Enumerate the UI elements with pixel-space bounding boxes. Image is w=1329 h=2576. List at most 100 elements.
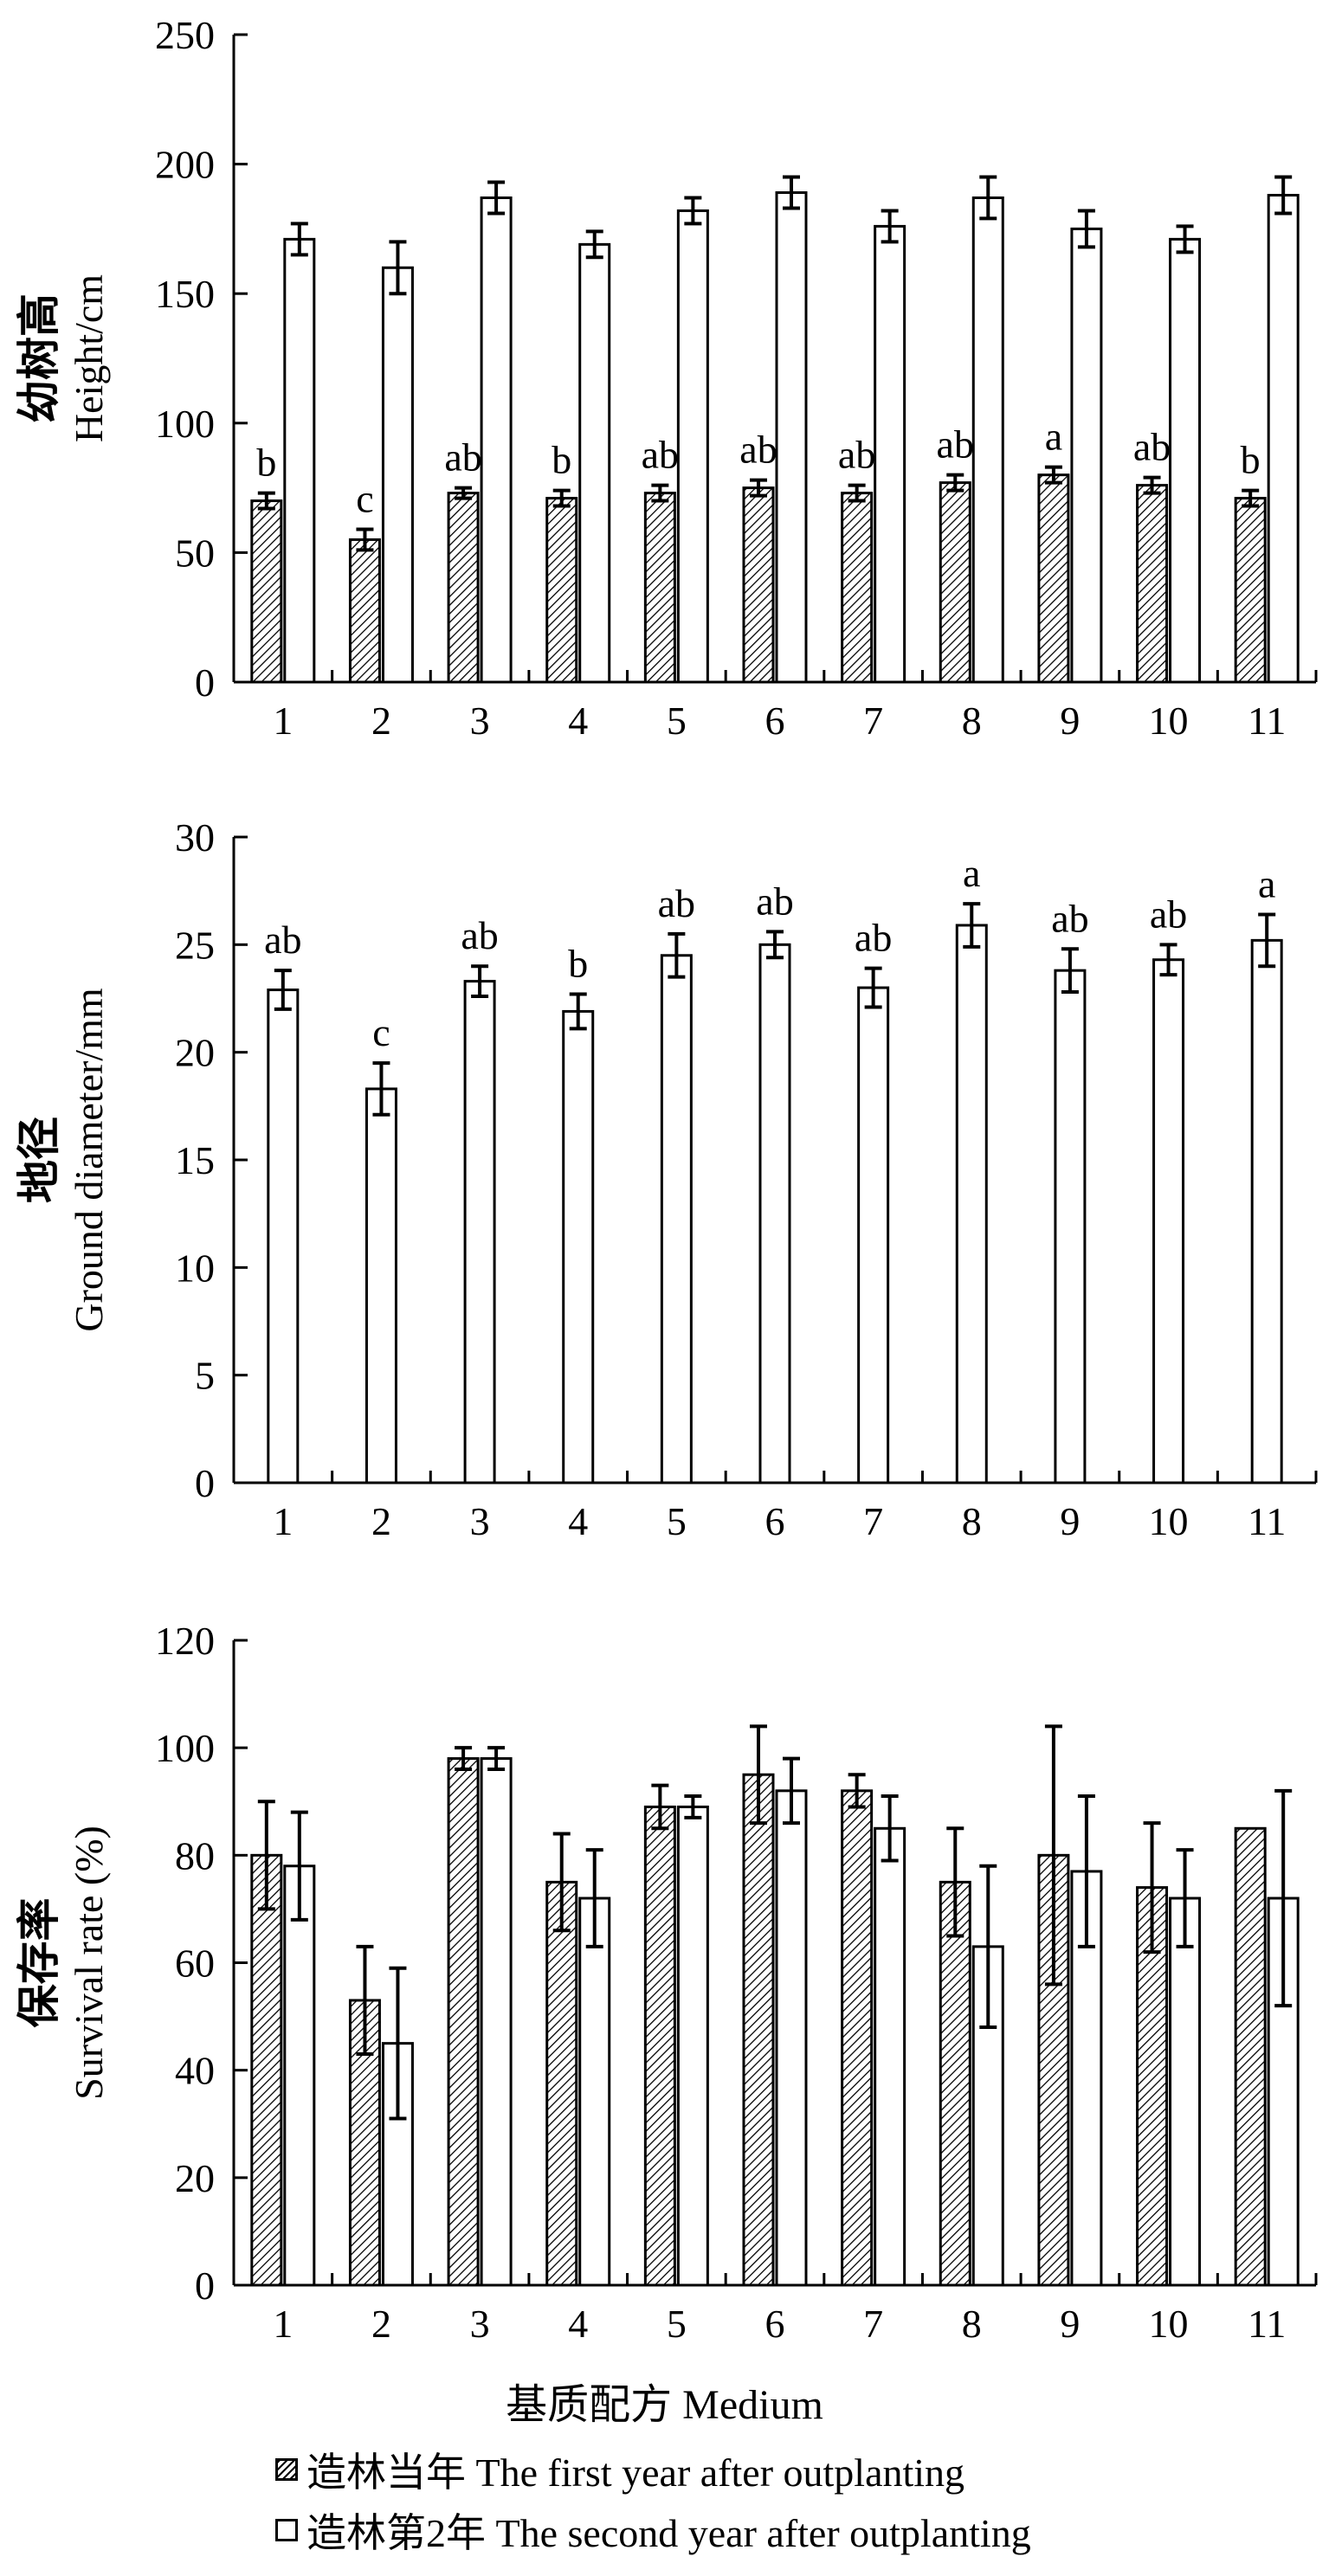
y-tick-label: 15 [175, 1138, 215, 1182]
x-tick-label: 5 [667, 699, 687, 743]
data-label: ab [838, 433, 875, 477]
bar [1267, 1897, 1300, 2287]
bar [250, 499, 283, 684]
x-tick-label: 6 [765, 1499, 785, 1543]
bar [578, 242, 611, 684]
x-tick-label: 10 [1149, 2302, 1189, 2346]
data-label: b [568, 942, 588, 986]
y-tick-label: 30 [175, 815, 215, 860]
bar [1070, 227, 1103, 684]
bar [758, 943, 791, 1484]
data-label: a [963, 851, 980, 895]
data-label: ab [264, 918, 301, 962]
data-label: b [552, 438, 571, 482]
y-tick-label: 50 [175, 531, 215, 575]
bar [971, 196, 1004, 684]
bar [283, 237, 316, 684]
legend-item-first-year: 造林当年 The first year after outplanting [275, 2441, 964, 2498]
x-axis-title: 基质配方 Medium [506, 2382, 823, 2428]
y-tick-label: 250 [155, 13, 215, 57]
x-tick-label: 11 [1248, 1499, 1286, 1543]
bar [1152, 958, 1185, 1484]
y-tick-label: 120 [155, 1619, 215, 1663]
bar [348, 538, 381, 684]
bar [643, 492, 676, 684]
bar [1250, 938, 1283, 1484]
y-tick-label: 0 [195, 1461, 215, 1505]
y-tick-label: 100 [155, 402, 215, 446]
height-chart: 0 50 100 150 200 250 1 2 3 4 5 6 7 8 9 10 11 幼树高 Height/cm… [15, 13, 1318, 743]
bar [1054, 969, 1087, 1484]
legend-item-second-year: 造林第2年 The second year after outplanting [275, 2502, 1031, 2559]
survival-rate-chart: 0 20 40 60 80 100 120 1 2 3 4 5 6 7 8 9 10 11 保存率 Survival … [15, 1619, 1318, 2346]
bar [857, 986, 890, 1484]
bar [381, 266, 414, 684]
x-tick-label: 8 [962, 699, 982, 743]
x-tick-label: 9 [1060, 699, 1080, 743]
x-tick-label: 9 [1060, 1499, 1080, 1543]
bar [660, 954, 693, 1484]
data-label: ab [855, 916, 892, 960]
x-tick-label: 2 [371, 699, 391, 743]
bar [939, 1880, 971, 2287]
x-tick-label: 4 [568, 699, 588, 743]
bar [841, 492, 874, 684]
y-tick-label: 200 [155, 143, 215, 187]
bar [250, 1853, 283, 2287]
data-label: ab [444, 435, 481, 480]
y-tick-label: 25 [175, 923, 215, 967]
bar [676, 209, 709, 684]
y-axis-title-cn: 幼树高 [15, 293, 63, 423]
y-tick-label: 100 [155, 1726, 215, 1770]
y-tick-label: 20 [175, 2156, 215, 2200]
data-label: ab [461, 913, 498, 957]
bar [939, 481, 971, 684]
data-label: c [372, 1010, 390, 1054]
bar [874, 1826, 906, 2287]
bar [480, 1757, 513, 2287]
data-label: ab [1150, 892, 1187, 936]
y-tick-label: 5 [195, 1354, 215, 1398]
y-tick-label: 150 [155, 272, 215, 316]
data-label: a [1045, 415, 1062, 459]
bar [480, 196, 513, 684]
x-tick-label: 1 [273, 2302, 293, 2346]
bar [1169, 1897, 1202, 2287]
legend-swatch-hatched [275, 2458, 298, 2481]
x-tick-label: 5 [667, 2302, 687, 2346]
data-label: b [1241, 438, 1261, 482]
y-tick-label: 0 [195, 660, 215, 705]
data-label: ab [739, 428, 777, 472]
y-axis-title-cn: 保存率 [15, 1898, 63, 2028]
x-tick-label: 8 [962, 2302, 982, 2346]
bar [267, 989, 300, 1484]
x-tick-label: 9 [1060, 2302, 1080, 2346]
data-label: ab [937, 422, 974, 467]
x-tick-label: 6 [765, 699, 785, 743]
bar [545, 497, 578, 684]
bar [1169, 237, 1202, 684]
bar [578, 1897, 611, 2287]
bar [1136, 484, 1169, 684]
bar [742, 1773, 775, 2287]
y-tick-label: 80 [175, 1833, 215, 1877]
bar [676, 1805, 709, 2287]
x-tick-label: 3 [470, 699, 490, 743]
x-tick-label: 1 [273, 699, 293, 743]
bar [447, 1757, 480, 2287]
x-tick-label: 8 [962, 1499, 982, 1543]
bar [742, 486, 775, 684]
x-tick-label: 3 [470, 1499, 490, 1543]
bar [1037, 473, 1070, 684]
bar [545, 1880, 578, 2287]
bar [775, 191, 808, 684]
x-tick-label: 7 [863, 2302, 883, 2346]
bar [775, 1789, 808, 2287]
x-tick-label: 2 [371, 2302, 391, 2346]
y-tick-label: 40 [175, 2049, 215, 2093]
bar [283, 1864, 316, 2287]
y-tick-label: 60 [175, 1942, 215, 1986]
bar [447, 492, 480, 684]
bar [463, 980, 496, 1484]
